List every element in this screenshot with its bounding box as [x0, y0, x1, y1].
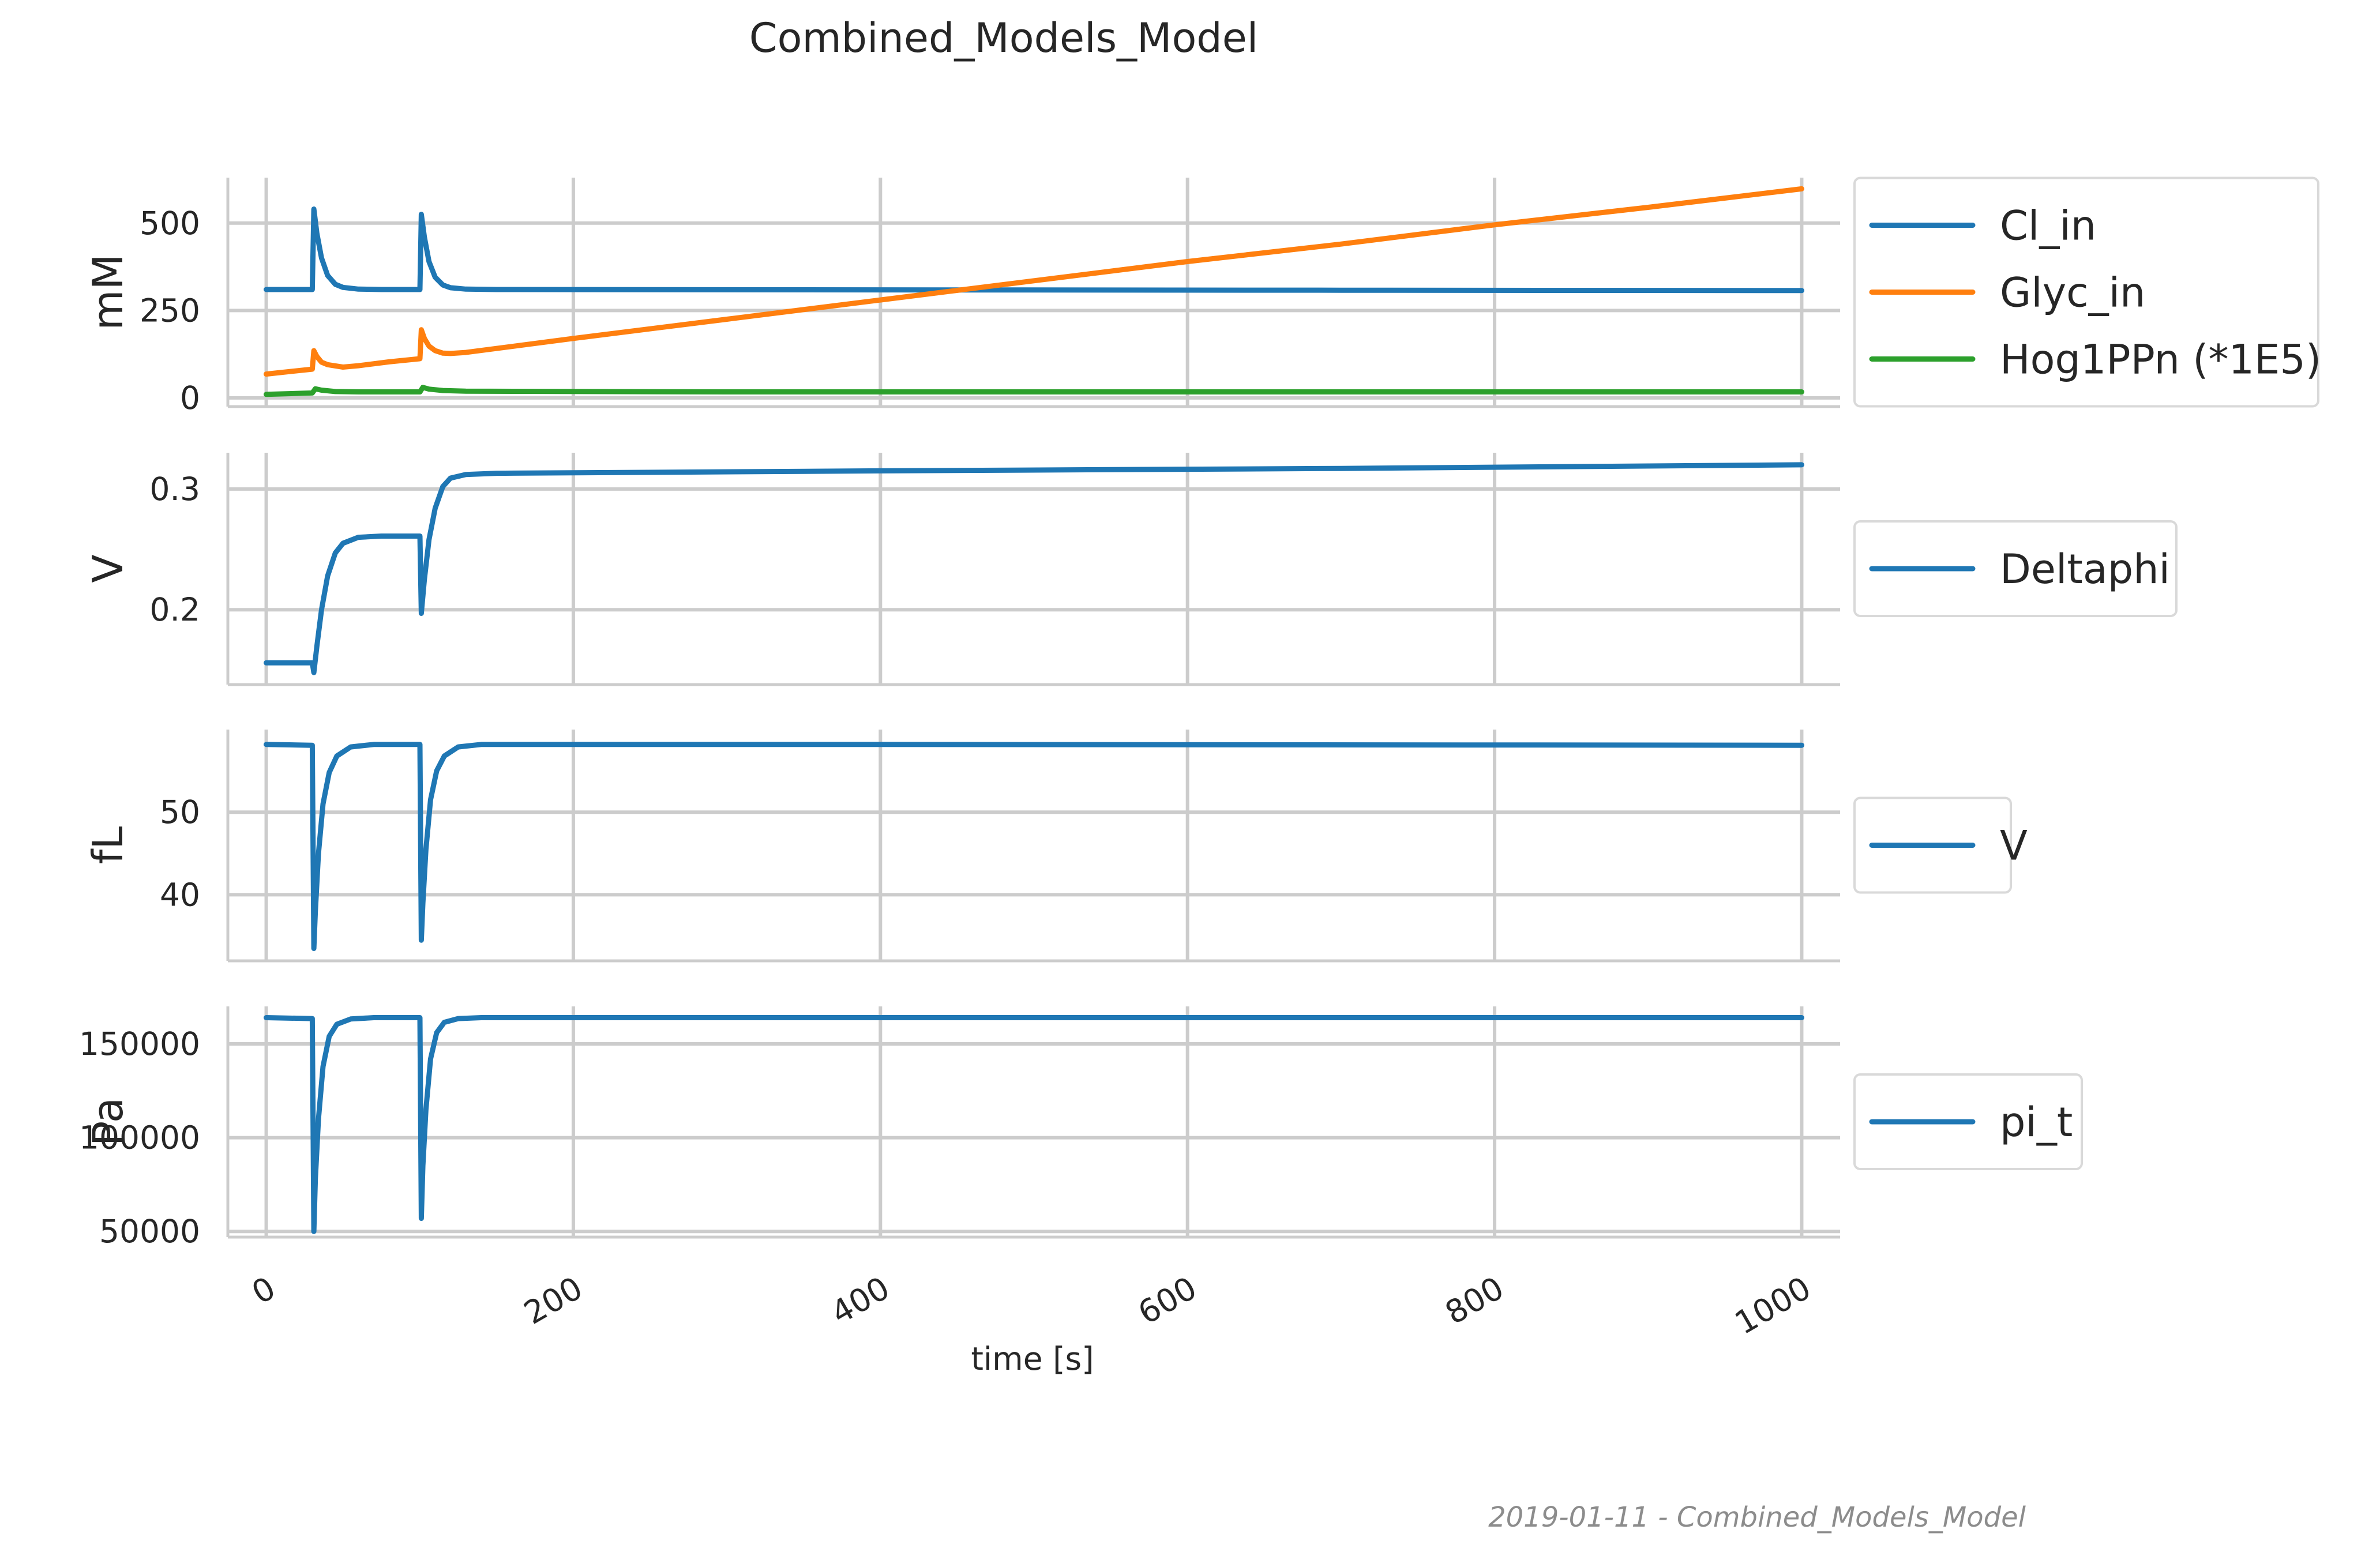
y-tick-label: 0.3 — [150, 471, 200, 508]
legend-label: pi_t — [2000, 1099, 2073, 1146]
x-axis: 0 200 400 600 800 1000 — [246, 1269, 1817, 1341]
legend-label: Glyc_in — [2000, 269, 2145, 317]
y-tick-label: 50 — [160, 794, 200, 831]
y-axis-label: mM — [84, 254, 132, 330]
y-tick-label: 250 — [140, 292, 200, 329]
y-tick-label: 100000 — [79, 1119, 200, 1156]
y-axis-label: Pa — [84, 1098, 132, 1146]
x-tick-label: 400 — [825, 1269, 896, 1332]
panel-2: 0.2 0.3 V Deltaphi — [84, 453, 2178, 686]
series-line-hog1ppn-1e5- — [264, 385, 1804, 397]
series-line-v — [264, 742, 1804, 951]
x-tick-label: 800 — [1439, 1269, 1510, 1332]
legend-frame — [1853, 520, 2178, 617]
panel-3: 40 50 fL V — [84, 730, 2028, 963]
legend-label: Cl_in — [2000, 202, 2096, 250]
x-axis-label: time [s] — [971, 1340, 1094, 1377]
x-tick-label: 1000 — [1729, 1269, 1817, 1341]
panel-4: 50000 100000 150000 Pa pi_t — [79, 1006, 2083, 1250]
y-axis-label: V — [84, 554, 132, 583]
series-line-deltaphi — [264, 462, 1804, 675]
legend: pi_t — [1853, 1073, 2083, 1170]
series-line-cl-in — [264, 206, 1804, 294]
y-tick-label: 0 — [180, 379, 200, 416]
footer-note: 2019-01-11 - Combined_Models_Model — [1488, 1501, 2026, 1534]
series-line-glyc-in — [264, 186, 1804, 377]
legend-label: Deltaphi — [2000, 546, 2170, 593]
y-tick-label: 500 — [140, 205, 200, 242]
x-tick-label: 200 — [518, 1269, 589, 1332]
y-tick-label: 0.2 — [150, 591, 200, 628]
y-axis-label: fL — [84, 826, 132, 864]
legend-label: Hog1PPn (*1E5) — [2000, 336, 2321, 384]
series-line-pi-t — [264, 1015, 1804, 1234]
legend: Deltaphi — [1853, 520, 2178, 617]
y-tick-label: 50000 — [99, 1213, 200, 1250]
legend-label: V — [2000, 822, 2028, 870]
legend-frame — [1853, 176, 2319, 408]
y-tick-label: 150000 — [79, 1025, 200, 1062]
x-tick-label: 600 — [1132, 1269, 1203, 1332]
chart-title: Combined_Models_Model — [749, 14, 1258, 62]
legend: V — [1853, 796, 2028, 894]
x-tick-label: 0 — [246, 1269, 281, 1312]
legend: Cl_in Glyc_in Hog1PPn (*1E5) — [1853, 176, 2321, 408]
y-tick-label: 40 — [160, 876, 200, 913]
